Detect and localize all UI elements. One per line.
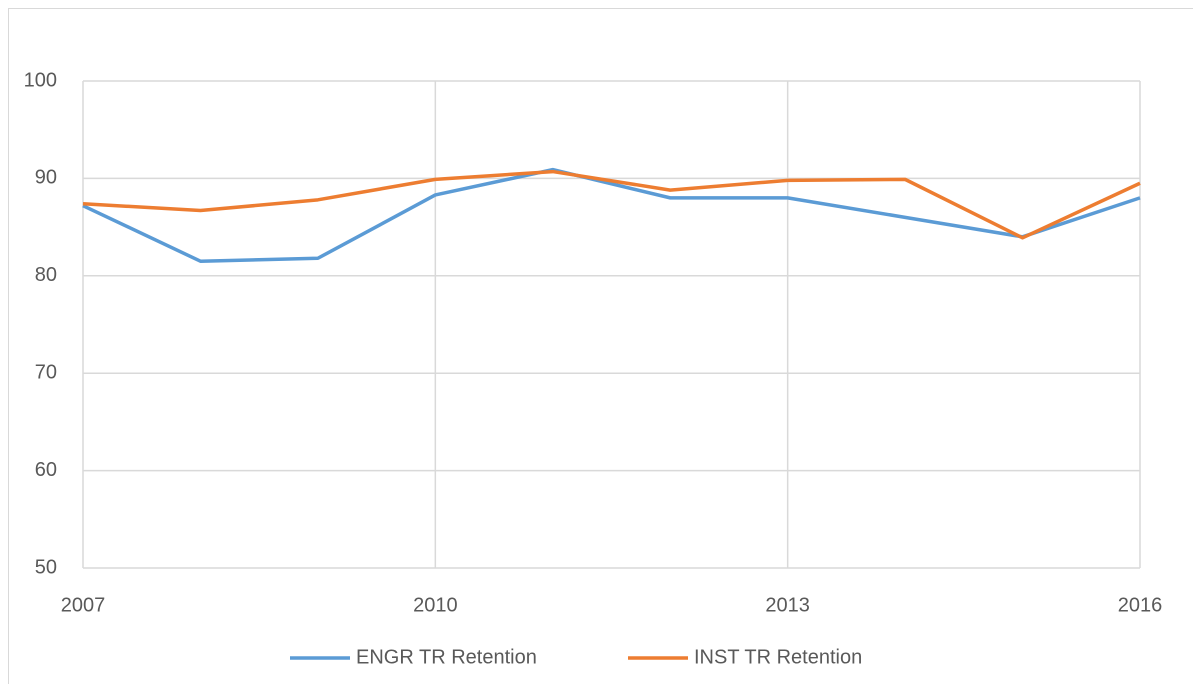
y-tick-label: 50 — [35, 556, 57, 578]
x-tick-label: 2016 — [1118, 594, 1163, 616]
y-tick-label: 90 — [35, 167, 57, 189]
data-line — [82, 167, 1141, 263]
x-tick-label: 2013 — [765, 594, 810, 616]
chart-frame — [8, 8, 1193, 684]
y-tick-label: 100 — [24, 69, 57, 91]
y-tick-label: 60 — [35, 459, 57, 481]
data-line — [82, 169, 1141, 240]
y-tick-label: 80 — [35, 264, 57, 286]
x-tick-label: 2010 — [413, 594, 458, 616]
legend-label: INST TR Retention — [694, 646, 862, 668]
y-tick-label: 70 — [35, 361, 57, 383]
legend-label: ENGR TR Retention — [356, 646, 537, 668]
x-tick-label: 2007 — [61, 594, 106, 616]
